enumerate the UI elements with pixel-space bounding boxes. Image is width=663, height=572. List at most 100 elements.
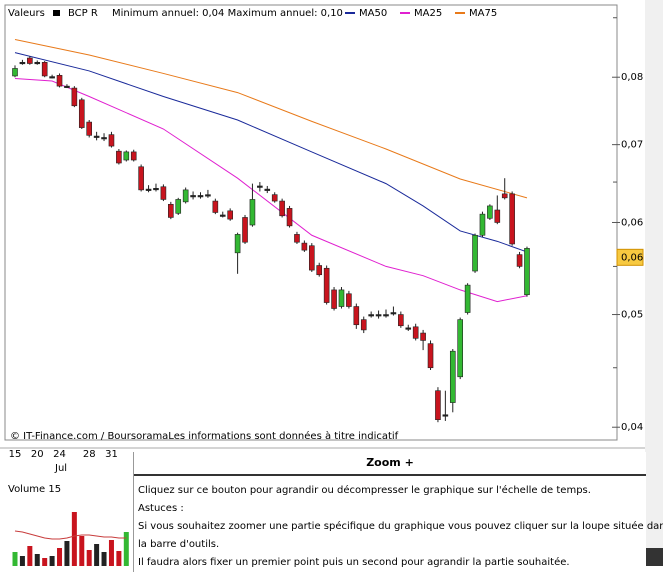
candle-body: [190, 195, 196, 198]
y-tick-label: 0,06: [621, 217, 643, 228]
volume-bar: [94, 544, 100, 566]
tooltip-line: la barre d'outils.: [138, 539, 220, 550]
candle-body: [271, 194, 278, 202]
candle-body: [494, 209, 501, 223]
scroll-handle[interactable]: [645, 548, 663, 566]
candle-body: [435, 390, 441, 420]
volume-bar: [123, 532, 129, 566]
candle-body: [420, 332, 426, 341]
credit: © IT-Finance.com / BoursoramaLes informa…: [10, 430, 399, 442]
candle-body: [338, 289, 345, 307]
x-tick-label: 15: [9, 449, 22, 460]
candle-body: [331, 289, 337, 309]
candle-body: [234, 234, 241, 254]
candle-body: [145, 188, 152, 191]
candle-body: [123, 151, 130, 161]
candle-body: [479, 213, 486, 236]
volume-bar: [101, 552, 107, 566]
candle-body: [153, 188, 159, 191]
y-tick-label: 0,05: [621, 310, 643, 321]
candle-body: [405, 327, 412, 330]
volume-bar: [19, 556, 25, 566]
volume-bar: [12, 552, 18, 566]
candle-body: [501, 193, 508, 199]
candle-body: [56, 75, 63, 87]
x-tick-label: 24: [53, 449, 66, 460]
tooltip-line: Si vous souhaitez zoomer une partie spéc…: [138, 521, 663, 532]
candle-body: [449, 350, 456, 403]
x-tick-label: 31: [105, 449, 118, 460]
candle-body: [398, 314, 404, 327]
tooltip-title: Zoom +: [134, 452, 646, 476]
volume-title: Volume 15: [8, 484, 61, 495]
candle-body: [509, 193, 515, 245]
tooltip-line: Cliquez sur ce bouton pour agrandir ou d…: [138, 485, 591, 496]
candle-body: [279, 200, 285, 217]
candle-body: [205, 194, 211, 197]
volume-bar: [79, 536, 85, 566]
candle-body: [360, 319, 367, 331]
candle-body: [323, 267, 330, 303]
subtitle: Minimum annuel: 0,04 Maximum annuel: 0,1…: [112, 8, 343, 19]
y-tick-label: 0,04: [621, 422, 643, 433]
candle-body: [93, 135, 100, 138]
candle-body: [524, 248, 530, 296]
last-price-box: [616, 248, 644, 266]
candle-body: [516, 254, 523, 267]
candle-body: [249, 199, 256, 226]
candle-body: [71, 87, 78, 107]
candle-body: [138, 166, 144, 191]
candle-body: [257, 185, 263, 188]
candle-body: [427, 343, 434, 369]
x-tick-label: 20: [31, 449, 44, 460]
ma-line: [14, 52, 528, 253]
volume-bar: [86, 550, 92, 566]
candle-body: [294, 234, 300, 243]
candle-body: [353, 306, 360, 326]
candle-body: [116, 150, 122, 164]
candle-body: [264, 188, 271, 191]
section-title: Valeurs: [8, 8, 45, 19]
tooltip: Zoom + Cliquez sur ce bouton pour agrand…: [133, 452, 663, 572]
candle-body: [175, 199, 182, 214]
volume-bar: [71, 512, 77, 566]
candle-body: [130, 151, 137, 161]
volume-bar: [42, 558, 48, 566]
candle-body: [383, 314, 389, 317]
candle-body: [101, 137, 107, 140]
candle-body: [286, 208, 293, 227]
candle-body: [41, 61, 48, 77]
candle-body: [487, 205, 493, 219]
candle-body: [212, 200, 219, 213]
candle-body: [86, 121, 92, 136]
candle-body: [197, 195, 204, 198]
y-tick-label: 0,07: [621, 140, 643, 151]
scrollbar: [645, 0, 663, 566]
symbol: BCP R: [68, 8, 98, 19]
legend-label: MA25: [414, 8, 442, 19]
volume-bar: [34, 554, 40, 566]
candle-body: [457, 319, 464, 378]
candle-body: [78, 99, 85, 128]
candle-body: [108, 134, 115, 147]
candle-body: [301, 242, 308, 251]
plot-frame: [4, 4, 618, 441]
volume-bar: [64, 541, 70, 566]
candle-body: [219, 214, 226, 217]
last-price-label: 0,06: [621, 252, 643, 263]
volume-bar: [49, 556, 55, 566]
legend-label: MA75: [469, 8, 497, 19]
candle-body: [464, 284, 471, 313]
candle-body: [472, 234, 478, 272]
candle-body: [12, 68, 18, 77]
tooltip-body: Cliquez sur ce bouton pour agrandir ou d…: [134, 482, 663, 572]
tooltip-line: Il faudra alors fixer un premier point p…: [138, 557, 570, 568]
candle-body: [412, 326, 419, 339]
legend-label: MA50: [359, 8, 387, 19]
candle-body: [182, 189, 189, 203]
candle-body: [242, 217, 248, 243]
y-tick-label: 0,08: [621, 72, 643, 83]
candle-body: [27, 57, 33, 64]
